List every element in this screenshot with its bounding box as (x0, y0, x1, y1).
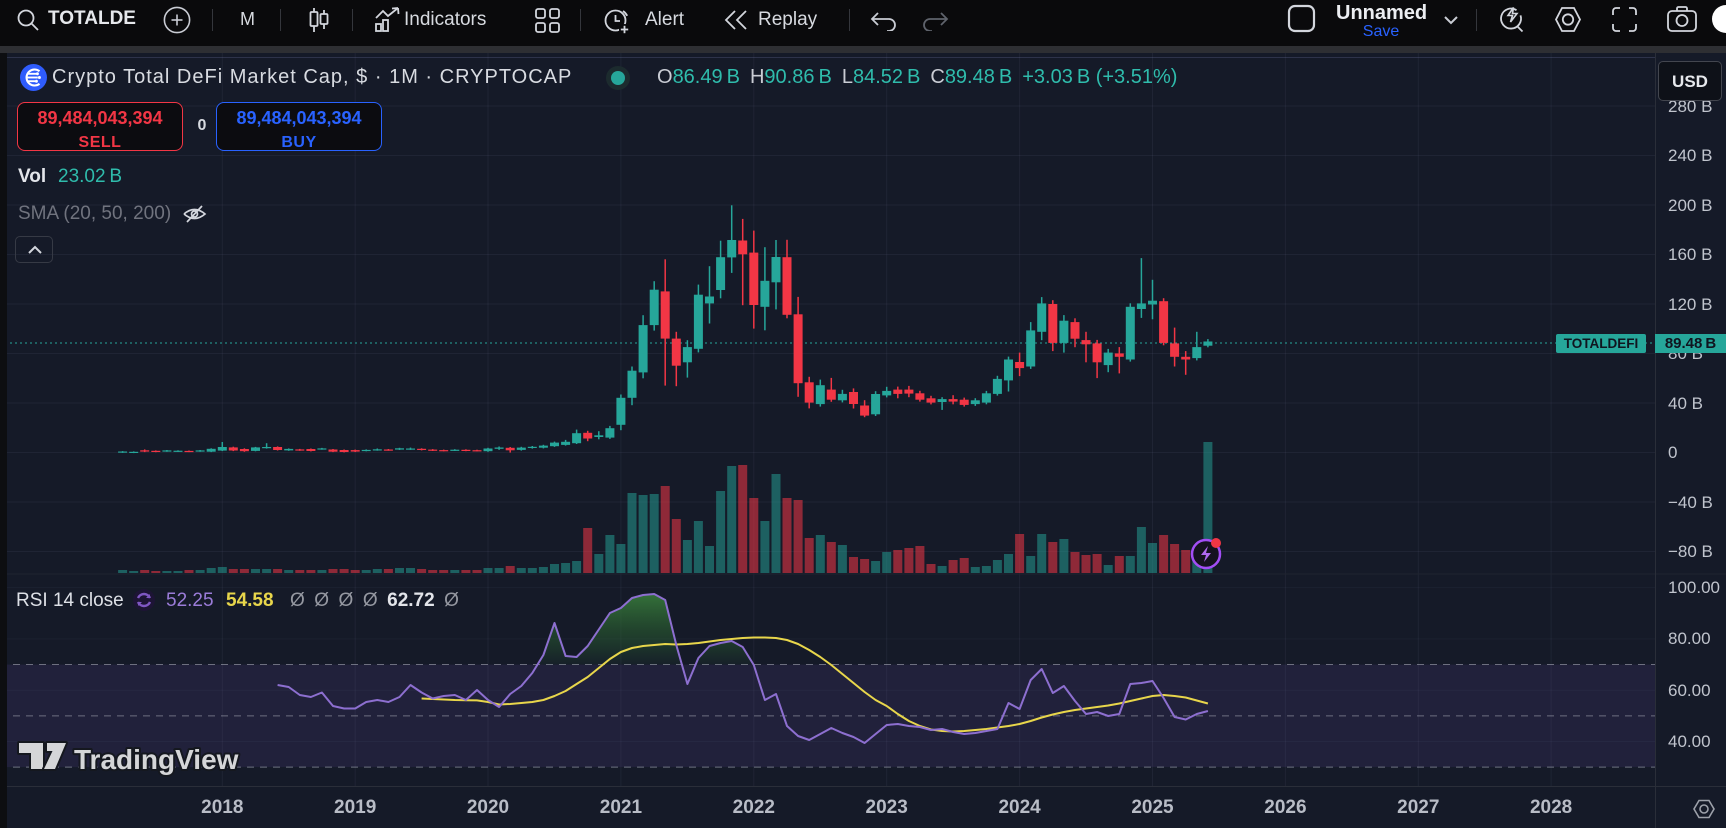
svg-text:TradingView: TradingView (74, 744, 239, 775)
